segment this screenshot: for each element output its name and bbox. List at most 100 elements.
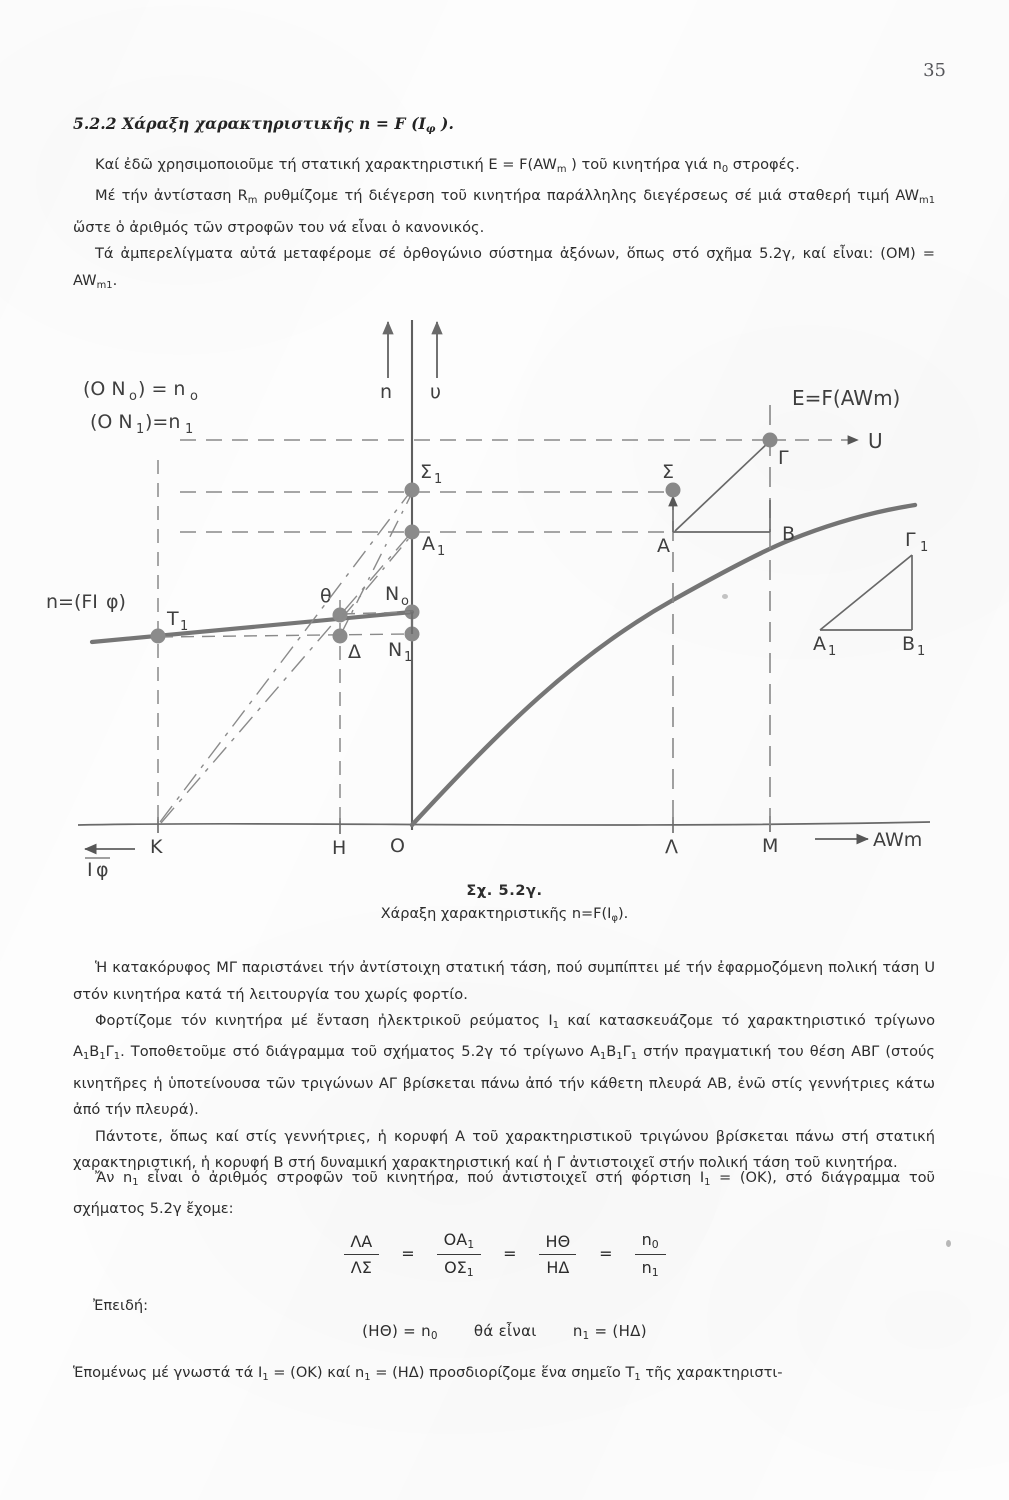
label-lambda: Λ — [665, 836, 678, 858]
fraction-1-numerator: ΛΑ — [350, 1231, 373, 1251]
note-on1: (O N — [90, 411, 133, 433]
fraction-4-denominator: n1 — [634, 1253, 666, 1281]
secondary-equation-right: n1 = (ΗΔ) — [572, 1322, 647, 1342]
label-B: B — [782, 523, 795, 545]
svg-text:1: 1 — [437, 544, 445, 559]
fraction-4-numerator: n0 — [641, 1230, 659, 1252]
scan-speck-1 — [946, 1240, 951, 1247]
label-u-axis: υ — [430, 381, 441, 403]
fraction-1-denominator: ΛΣ — [343, 1253, 379, 1279]
svg-text:1: 1 — [828, 644, 836, 659]
label-M: M — [762, 835, 778, 857]
svg-text:1: 1 — [185, 422, 193, 437]
label-gamma: Γ — [778, 447, 789, 469]
construction-K-A1 — [160, 532, 412, 824]
scan-speck-2 — [722, 594, 728, 599]
svg-text:1: 1 — [920, 540, 928, 555]
label-theta: θ — [320, 585, 332, 607]
body-paragraphs-upper: Ἡ κατακόρυφος ΜΓ παριστάνει τήν ἀντίστοι… — [73, 955, 935, 1177]
body-paragraphs-lower: Ἄν n1 εἶναι ὁ ἀριθμός στροφῶν τοῦ κινητή… — [73, 1165, 935, 1223]
svg-text:φ: φ — [96, 859, 109, 880]
label-K: K — [150, 836, 163, 858]
label-H: H — [332, 837, 346, 859]
label-U: U — [868, 429, 883, 453]
secondary-equation: (ΗΘ) = n0 θά εἶναι n1 = (ΗΔ) — [0, 1322, 1009, 1342]
label-n-axis: n — [380, 381, 392, 403]
svg-text:1: 1 — [434, 472, 442, 487]
secondary-equation-left: (ΗΘ) = n0 — [362, 1322, 438, 1342]
label-N1: N — [388, 639, 402, 661]
horizontal-axis — [77, 821, 931, 826]
label-T1: T — [166, 608, 179, 630]
svg-text:o: o — [190, 389, 198, 404]
equals-2: = — [503, 1243, 517, 1263]
construction-theta-A1 — [341, 535, 412, 619]
body-paragraph-3: Πάντοτε, ὅπως καί στίς γεννήτριες, ἡ κορ… — [73, 1127, 935, 1172]
intro-paragraphs: Καί ἐδῶ χρησιμοποιοῦμε τή στατική χαρακτ… — [73, 152, 935, 299]
figure-5-2-g: (O N o ) = n o (O N 1 )=n 1 n υ — [30, 300, 980, 880]
figure-caption: Σχ. 5.2γ. Χάραξη χαρακτηριστικῆς n=F(Iφ)… — [0, 880, 1009, 930]
fraction-2-denominator: ΟΣ1 — [437, 1253, 481, 1281]
svg-text:1: 1 — [180, 619, 188, 634]
characteristic-triangle-inset — [819, 554, 913, 631]
label-No: N — [385, 583, 399, 605]
point-sigma1 — [404, 482, 420, 498]
body-paragraph-4: Ἄν n1 εἶναι ὁ ἀριθμός στροφῶν τοῦ κινητή… — [73, 1169, 935, 1218]
page-number: 35 — [923, 60, 946, 81]
intro-paragraph-2: Μέ τήν ἀντίσταση Rm ρυθμίζομε τή διέγερσ… — [73, 187, 936, 236]
point-gamma — [762, 432, 778, 448]
label-O: O — [390, 835, 405, 857]
dashed-T1-N1 — [159, 633, 411, 638]
svg-text:φ): φ) — [106, 591, 126, 613]
fraction-1: ΛΑ ΛΣ — [343, 1230, 379, 1279]
svg-text:o: o — [401, 594, 409, 609]
label-sigma1: Σ — [420, 461, 432, 483]
svg-text:1: 1 — [136, 422, 144, 437]
equals-3: = — [599, 1243, 613, 1263]
body-paragraph-1: Ἡ κατακόρυφος ΜΓ παριστάνει τήν ἀντίστοι… — [73, 959, 935, 1003]
point-sigma — [665, 482, 681, 498]
body-paragraph-2: Φορτίζομε τόν κινητήρα μέ ἔνταση ἠλεκτρι… — [73, 1012, 936, 1119]
svg-text:)=n: )=n — [145, 411, 180, 433]
intro-paragraph-3: Τά ἀμπερελίγματα αὐτά μεταφέρομε σέ ὀρθο… — [73, 245, 935, 291]
svg-text:) = n: ) = n — [138, 378, 185, 400]
label-AWm: AWm — [873, 829, 922, 851]
intro-paragraph-1: Καί ἐδῶ χρησιμοποιοῦμε τή στατική χαρακτ… — [95, 156, 800, 175]
label-gamma1: Γ — [905, 529, 916, 551]
label-speed-line: n=(FI — [46, 591, 98, 613]
segment-A-gamma — [674, 440, 771, 532]
ratio-equation: ΛΑ ΛΣ = ΟΑ1 ΟΣ1 = ΗΘ ΗΔ = n0 n1 — [0, 1228, 1009, 1281]
because-label: Ἐπειδή: — [93, 1297, 149, 1314]
equals-1: = — [401, 1243, 415, 1263]
figure-caption-text: Χάραξη χαρακτηριστικῆς n=F(Iφ). — [380, 906, 629, 924]
section-heading: 5.2.2 Χάραξη χαρακτηριστικῆς n = F (Iφ )… — [73, 114, 454, 135]
svg-text:1: 1 — [404, 650, 412, 665]
fraction-4: n0 n1 — [634, 1228, 666, 1281]
label-delta: Δ — [348, 641, 361, 663]
figure-caption-title: Σχ. 5.2γ. — [466, 883, 543, 899]
label-curve-equation: E=F(AWm) — [792, 386, 900, 410]
svg-text:1: 1 — [917, 644, 925, 659]
secondary-equation-mid: θά εἶναι — [473, 1322, 537, 1340]
label-A: A — [657, 535, 670, 557]
speed-line — [89, 609, 415, 645]
label-A1-inset: A — [813, 633, 826, 655]
note-ono: (O N — [83, 378, 126, 400]
point-T1 — [150, 628, 166, 644]
fraction-2: ΟΑ1 ΟΣ1 — [437, 1228, 481, 1281]
label-sigma: Σ — [662, 461, 674, 483]
label-A1-axis: A — [422, 533, 435, 555]
last-line-text: Ἑπομένως μέ γνωστά τά I1 = (ΟΚ) καί n1 =… — [73, 1364, 783, 1383]
saturation-curve — [409, 502, 918, 828]
label-B1-inset: B — [902, 633, 915, 655]
fraction-3: ΗΘ ΗΔ — [539, 1230, 578, 1279]
fraction-3-denominator: ΗΔ — [539, 1253, 577, 1279]
last-line: Ἑπομένως μέ γνωστά τά I1 = (ΟΚ) καί n1 =… — [73, 1360, 953, 1391]
construction-K-sigma1 — [159, 490, 412, 823]
dashed-theta-No — [341, 611, 411, 615]
label-Iphi: I — [87, 859, 93, 880]
fraction-3-numerator: ΗΘ — [545, 1231, 571, 1251]
construction-delta-sigma1 — [339, 494, 412, 637]
svg-text:o: o — [129, 389, 137, 404]
